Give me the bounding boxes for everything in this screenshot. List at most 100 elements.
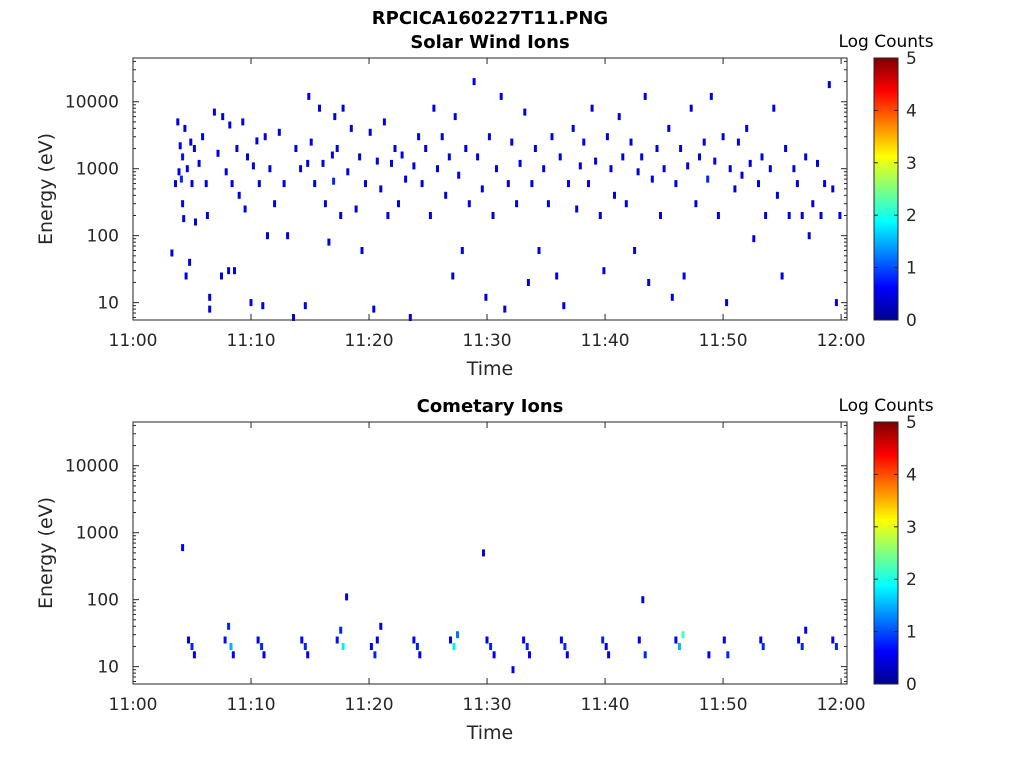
heatmap-cell [303,643,307,650]
heatmap-cell [725,299,729,307]
heatmap-cell [621,153,625,161]
colorbar-label: Log Counts [838,396,933,416]
heatmap-cell [440,133,444,141]
heatmap-cell [205,212,209,219]
heatmap-cell [418,651,422,659]
heatmap-cell [428,212,432,219]
heatmap-cell [335,636,339,644]
heatmap-cell [823,180,827,188]
colorbar-ticks: 0 1 2 3 4 5 [874,49,917,331]
heatmap-cell [636,168,640,176]
heatmap-cell [197,159,201,167]
heatmap-cell [811,200,815,208]
heatmap-cell [641,596,645,604]
heatmap-cell [227,622,231,630]
heatmap-cell [176,118,180,126]
heatmap-cell [659,212,662,219]
y-axis-label: Energy (eV) [35,497,57,609]
heatmap-cell [181,153,185,161]
heatmap-cell [452,643,456,650]
heatmap-cell [602,267,606,275]
heatmap-cell [624,200,628,208]
heatmap-cell [372,305,376,313]
heatmap-cell [212,108,216,116]
heatmap-cell [368,128,372,136]
heatmap-cell [831,636,835,644]
colorbar-tick-label: 3 [906,154,917,174]
heatmap-cell [582,138,586,146]
y-tick-label: 10000 [65,93,119,113]
heatmap-cell [327,238,331,246]
heatmap-cell [223,636,227,644]
heatmap-cell [182,215,186,223]
heatmap-cell [332,177,336,185]
heatmap-cell [181,544,185,552]
colorbar-tick-label: 1 [906,623,917,643]
heatmap-cell [177,168,181,176]
colorbar-tick-label: 5 [906,49,917,69]
heatmap-cell [617,113,621,121]
axis-ticks: 11:00 11:10 11:20 11:30 11:40 11:50 12:00 10 100… [65,422,866,715]
heatmap-cell [563,643,567,650]
colorbar-tick-label: 0 [906,675,917,695]
heatmap-cell [360,247,364,254]
heatmap-cell [255,137,259,145]
heatmap-cell [192,651,196,659]
heatmap-cell [542,165,546,173]
colorbar-tick-label: 4 [906,101,917,121]
x-tick-label: 11:50 [699,695,748,715]
heatmap-cell [300,636,304,644]
heatmap-cell [491,212,495,219]
heatmap-cell [341,104,345,112]
heatmap-cell [578,162,582,170]
heatmap-cell [748,159,752,167]
heatmap-cell [526,279,530,286]
heatmap-cell [702,138,706,146]
heatmap-cell [495,165,498,173]
heatmap-cell [484,293,488,301]
heatmap-cell [800,212,804,219]
colorbar-tick-label: 5 [906,413,917,433]
x-tick-label: 11:50 [699,331,748,351]
x-tick-label: 12:00 [817,331,866,351]
heatmap-cell [436,165,439,173]
heatmap-cell [761,643,765,650]
heatmap-cell [562,302,566,310]
heatmap-cell [489,643,493,650]
heatmap-cell [306,651,310,659]
heatmap-cell [249,299,253,307]
heatmap-cell [650,175,654,183]
heatmap-cell [375,157,379,165]
panel-cometary-ions: Cometary Ions 11:00 11:10 11:20 11:30 11:40 1… [35,396,934,744]
heatmap-cell [390,159,393,167]
heatmap-cell [237,191,241,199]
heatmap-cell [518,159,522,167]
heatmap-cell [246,153,249,161]
heatmap-cell [268,165,272,173]
heatmap-cell [451,272,455,280]
panel-title: Cometary Ions [417,396,564,417]
heatmap-cell [192,145,196,152]
heatmap-cell [313,180,317,188]
heatmap-cell [662,165,666,173]
panel-solar-wind-ions: Solar Wind Ions 11:00 11:10 11:20 11:30 11:4… [35,32,934,380]
heatmap-cell [330,151,334,159]
heatmap-cell [472,78,476,86]
heatmap-cell [827,81,831,89]
heatmap-cell [604,643,608,650]
heatmap-cell [522,636,526,644]
heatmap-cell [190,643,194,650]
heatmap-cell [768,165,772,173]
heatmap-cell [208,293,212,301]
y-tick-label: 10000 [65,457,119,477]
figure-title: RPCICA160227T11.PNG [372,8,608,29]
heatmap-cell [354,205,358,213]
y-tick-label: 1000 [76,160,119,180]
heatmap-cell [804,626,808,634]
colorbar: Log Counts 0 1 2 3 4 5 [838,32,933,331]
heatmap-cell [613,191,616,199]
heatmap-cell [565,651,569,659]
heatmap-cell [792,165,796,173]
heatmap-cell [184,272,188,280]
